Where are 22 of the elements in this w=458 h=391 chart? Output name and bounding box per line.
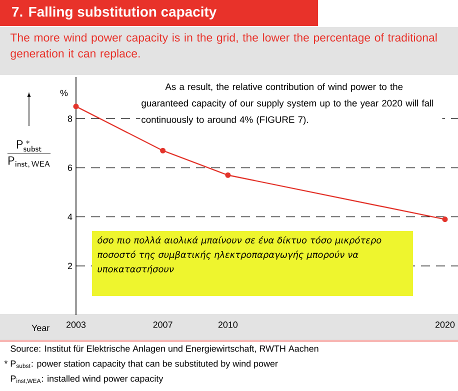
point	[225, 172, 231, 178]
y-tick-label: 4	[68, 214, 72, 220]
annotation: As a result, the relative contribution of wind power to the guaranteed capacity of our supply system up to the year 2020 will fall continuously to around 4% (FIGURE 7).	[142, 83, 434, 125]
point	[73, 104, 79, 110]
x-tick-label: 2007	[153, 322, 172, 328]
y-tick-label: 2	[68, 262, 72, 270]
text: %	[60, 90, 68, 96]
x-tick-label: 2010	[218, 322, 238, 328]
x-tick-label: 2003	[66, 322, 86, 328]
point	[160, 148, 166, 154]
point	[442, 216, 448, 222]
y-tick-label: 6	[68, 164, 72, 171]
chart-subtitle: The more wind power capacity is in the grid, the lower the percentage of traditional generation it can replace.	[10, 33, 437, 60]
y-tick-label: 8	[68, 116, 72, 122]
y-axis-title: $\frac{\mathsf{P}_{\mathsf{subst}}^{\;*}}{\mathsf{P}_{\mathsf{inst,\,WEA}}}$	[7, 140, 51, 168]
x-tick-label: 2020	[435, 322, 455, 328]
text: P$_{inst,WEA}$: installed wind power capacity	[10, 375, 164, 384]
source-note: Source: Institut für Elektrische Anlagen und Energiewirtschaft, RWTH Aachen	[10, 345, 318, 354]
text: * P$_{subst}$: power station capacity that can be substituted by wind power	[4, 360, 278, 369]
x-axis-title: Year	[32, 324, 50, 332]
annotation: όσο πιο πολλά αιολικά μπαίνουν σε ένα δίκτυο τόσο μικρότερο ποσοστό της συμβατικής ηλεκτροπαραγωγής μπορούν να υποκαταστήσουν	[98, 236, 382, 274]
chart-title: 7. Falling substitution capacity	[12, 6, 217, 20]
